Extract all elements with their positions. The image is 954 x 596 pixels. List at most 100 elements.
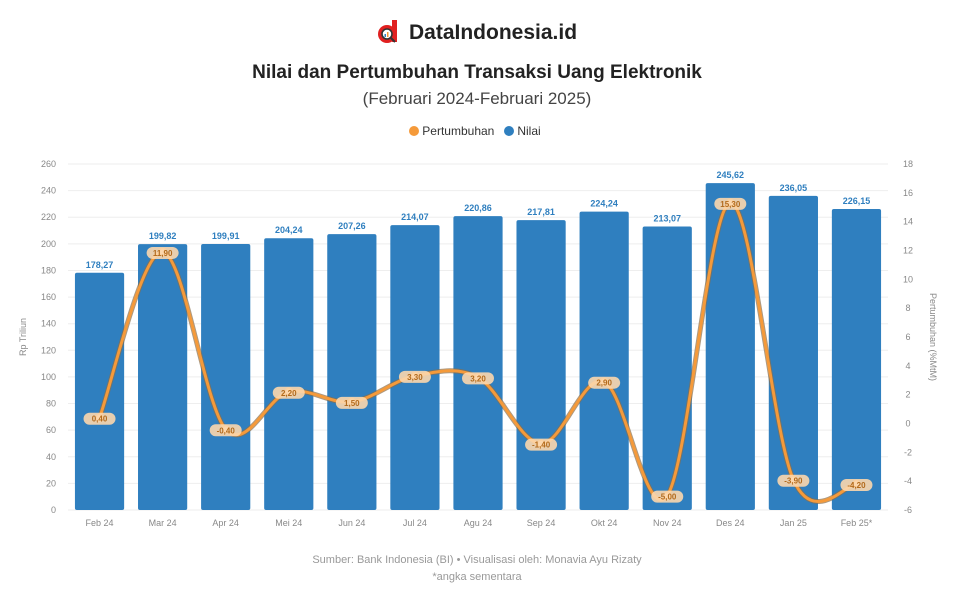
bar-value-label: 207,26 <box>338 221 366 231</box>
x-tick-label: Nov 24 <box>653 518 682 528</box>
y-tick-right: 2 <box>905 390 910 400</box>
chart-title: Nilai dan Pertumbuhan Transaksi Uang Ele… <box>252 62 702 83</box>
y-tick-right: -4 <box>904 476 912 486</box>
x-tick-label: Okt 24 <box>591 518 618 528</box>
chart-subtitle: (Februari 2024-Februari 2025) <box>362 89 592 108</box>
legend-label: Nilai <box>517 124 541 138</box>
y-tick-right: 8 <box>905 303 910 313</box>
line-label-bg <box>209 424 242 437</box>
bar-value-label: 204,24 <box>275 225 303 235</box>
legend-dot-icon <box>409 126 420 136</box>
y-axis-title-left: Rp Triliun <box>18 318 28 356</box>
bar-nilai[interactable] <box>516 220 566 511</box>
line-value-label: 2,20 <box>281 389 297 398</box>
bar-nilai[interactable] <box>264 238 314 511</box>
bar-nilai[interactable] <box>579 211 629 510</box>
y-tick-right: 0 <box>905 419 910 429</box>
y-tick-left: 260 <box>41 159 56 169</box>
chart-footer: Sumber: Bank Indonesia (BI) • Visualisas… <box>0 552 954 586</box>
line-value-label: 3,20 <box>470 374 486 383</box>
bar-value-label: 199,82 <box>149 231 177 241</box>
bar-value-label: 178,27 <box>86 260 114 270</box>
x-tick-label: Feb 25* <box>841 518 873 528</box>
magnifier-d-logo-icon <box>377 20 397 43</box>
y-tick-left: 120 <box>41 345 56 355</box>
chart-legend: Pertumbuhan Nilai <box>0 124 954 138</box>
bar-value-label: 236,05 <box>780 183 808 193</box>
y-tick-left: 40 <box>46 452 56 462</box>
line-label-bg <box>525 438 558 451</box>
line-label-bg <box>651 490 684 503</box>
bar-value-label: 224,24 <box>590 199 618 209</box>
line-label-bg <box>462 372 494 385</box>
x-tick-label: Apr 24 <box>212 518 239 528</box>
y-tick-right: 4 <box>905 361 910 371</box>
bar-value-label: 245,62 <box>717 170 745 180</box>
y-axis-title-right: Pertumbuhan (%MtM) <box>928 293 938 381</box>
x-tick-label: Jul 24 <box>403 518 427 528</box>
bar-nilai[interactable] <box>453 216 503 510</box>
line-value-label: -4,20 <box>847 481 866 490</box>
y-tick-left: 240 <box>41 186 56 196</box>
y-tick-right: 18 <box>903 159 913 169</box>
bar-nilai[interactable] <box>705 183 755 510</box>
line-label-bg <box>335 396 368 409</box>
source-text: Sumber: Bank Indonesia (BI) • Visualisas… <box>312 554 642 566</box>
bar-value-label: 213,07 <box>653 213 681 223</box>
x-tick-label: Mar 24 <box>149 518 177 528</box>
y-tick-right: 10 <box>903 274 913 284</box>
y-tick-left: 60 <box>46 425 56 435</box>
x-tick-label: Sep 24 <box>527 518 556 528</box>
bar-nilai[interactable] <box>390 225 440 510</box>
bar-nilai[interactable] <box>74 272 125 510</box>
line-pertumbuhan[interactable] <box>98 201 857 504</box>
line-label-bg <box>840 479 873 492</box>
line-label-bg <box>83 412 116 425</box>
y-tick-right: -2 <box>904 447 912 457</box>
bar-value-label: 217,81 <box>527 207 555 217</box>
x-tick-label: Des 24 <box>716 518 745 528</box>
bar-nilai[interactable] <box>327 234 377 511</box>
y-tick-right: 14 <box>903 217 913 227</box>
bar-nilai[interactable] <box>831 209 882 510</box>
legend-item-nilai[interactable]: Nilai <box>504 124 541 138</box>
y-tick-right: 16 <box>903 188 913 198</box>
bar-nilai[interactable] <box>642 226 692 510</box>
x-tick-label: Feb 24 <box>86 518 114 528</box>
line-label-bg <box>398 370 431 383</box>
bar-value-label: 214,07 <box>401 212 429 222</box>
line-value-label: 0,40 <box>92 415 108 424</box>
y-tick-left: 160 <box>41 292 56 302</box>
line-value-label: -0,40 <box>217 426 236 435</box>
y-tick-right: -6 <box>904 505 912 515</box>
line-value-label: 11,90 <box>153 249 173 258</box>
bar-nilai[interactable] <box>138 244 188 510</box>
y-tick-right: 6 <box>905 332 910 342</box>
bar-nilai[interactable] <box>768 195 818 510</box>
line-label-bg <box>777 474 810 487</box>
brand-name: DataIndonesia.id <box>408 21 578 44</box>
bar-nilai[interactable] <box>201 243 251 510</box>
line-value-label: -1,40 <box>532 441 551 450</box>
y-tick-left: 100 <box>41 372 56 382</box>
legend-item-pertumbuhan[interactable]: Pertumbuhan <box>409 124 494 138</box>
line-value-label: 2,90 <box>596 379 612 388</box>
legend-dot-icon <box>504 126 515 136</box>
legend-label: Pertumbuhan <box>422 124 495 138</box>
y-tick-left: 200 <box>41 239 56 249</box>
line-value-label: 3,30 <box>407 373 423 382</box>
line-label-bg <box>146 246 179 259</box>
combo-chart: 020406080100120140160180200220240260-6-4… <box>18 159 938 528</box>
y-tick-left: 220 <box>41 212 56 222</box>
line-value-label: -3,90 <box>784 477 803 486</box>
y-tick-left: 0 <box>51 505 56 515</box>
y-tick-left: 80 <box>46 399 56 409</box>
y-tick-right: 12 <box>903 246 913 256</box>
line-label-bg <box>588 376 621 389</box>
bar-value-label: 199,91 <box>212 231 240 241</box>
x-tick-label: Mei 24 <box>275 518 302 528</box>
y-tick-left: 180 <box>41 265 56 275</box>
line-label-bg <box>272 386 305 399</box>
line-value-label: -5,00 <box>658 493 677 502</box>
line-value-label: 1,50 <box>344 399 360 408</box>
